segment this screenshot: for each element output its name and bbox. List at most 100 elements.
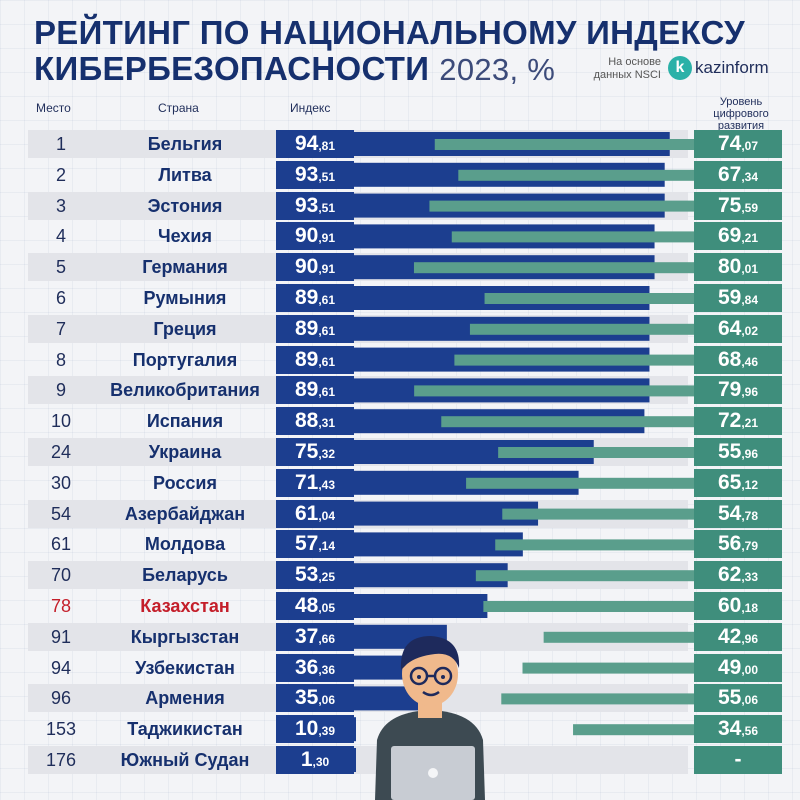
- table-row: 78 Казахстан 48,05 60,18: [28, 592, 800, 620]
- index-dec: ,61: [318, 385, 336, 400]
- digital-dec: ,56: [741, 724, 759, 739]
- index-value-label: 90,91: [276, 222, 354, 251]
- header-digital: Уровень цифрового развития: [713, 96, 769, 132]
- index-dec: ,31: [318, 416, 336, 431]
- index-int: 61: [294, 501, 319, 525]
- digital-bar: [466, 477, 694, 489]
- digital-dec: ,33: [741, 570, 759, 585]
- index-value-label: 89,61: [276, 314, 354, 343]
- digital-int: 55: [717, 440, 742, 463]
- digital-dec: ,96: [741, 447, 759, 461]
- country-label: Армения: [145, 688, 225, 709]
- digital-int: 65: [717, 470, 742, 494]
- index-int: 93: [294, 162, 319, 186]
- index-dec: ,25: [318, 570, 336, 585]
- country-label: Чехия: [158, 226, 212, 247]
- digital-value-label: 69,21: [694, 222, 782, 251]
- index-bar: [354, 594, 488, 618]
- index-dec: ,39: [318, 724, 336, 739]
- country-label: Великобритания: [110, 380, 260, 401]
- digital-value-label: 79,96: [694, 376, 782, 405]
- index-int: 35: [294, 686, 319, 710]
- country-label: Бельгия: [147, 134, 223, 154]
- index-value-label: 57,14: [276, 530, 354, 559]
- index-value-label: 90,91: [276, 253, 354, 282]
- digital-int: 67: [717, 162, 742, 186]
- digital-value-label: 65,12: [694, 468, 782, 497]
- index-dec: ,51: [318, 200, 336, 215]
- index-int: 48: [294, 594, 319, 617]
- rank-label: 4: [55, 226, 66, 247]
- digital-value-label: 55,96: [694, 438, 782, 466]
- country-label: Португалия: [132, 349, 238, 370]
- digital-bar: [484, 293, 694, 304]
- digital-int: 72: [717, 409, 742, 433]
- digital-int: 64: [717, 316, 742, 340]
- rank-label: 10: [50, 411, 72, 432]
- index-value-label: 48,05: [276, 592, 354, 620]
- digital-value-label: 64,02: [694, 314, 782, 343]
- index-value-label: 1,30: [276, 746, 354, 774]
- index-int: 10: [294, 717, 319, 741]
- index-dec: ,51: [318, 169, 336, 184]
- index-dec: ,06: [318, 693, 336, 708]
- digital-bar: [483, 601, 694, 612]
- header-index: Индекс: [290, 101, 331, 115]
- digital-bar: [475, 570, 694, 582]
- index-dec: ,81: [318, 139, 336, 153]
- country-label: Молдова: [144, 534, 226, 555]
- index-dec: ,61: [318, 293, 336, 307]
- digital-value-label: 72,21: [694, 407, 782, 436]
- digital-dec: ,78: [741, 508, 759, 523]
- country-label: Россия: [153, 472, 217, 493]
- digital-bar: [522, 662, 694, 674]
- rank-label: 2: [55, 164, 66, 185]
- table-row: 8 Португалия 89,61 68,46: [28, 345, 800, 374]
- digital-value-label: 55,06: [694, 684, 782, 713]
- digital-dec: ,46: [741, 354, 759, 369]
- index-value-label: 75,32: [276, 438, 354, 466]
- digital-value-label: 74,07: [694, 130, 782, 158]
- digital-int: 74: [717, 132, 742, 155]
- index-int: 1: [300, 748, 313, 771]
- source-note: На основе данных NSCI: [589, 56, 661, 82]
- index-dec: ,32: [318, 447, 336, 461]
- index-int: 93: [294, 193, 319, 217]
- digital-value-label: -: [694, 746, 782, 774]
- country-label: Таджикистан: [127, 719, 243, 740]
- index-int: 36: [294, 655, 319, 679]
- country-label: Южный Судан: [120, 750, 250, 770]
- digital-dec: ,34: [741, 169, 759, 184]
- country-label: Кыргызстан: [130, 626, 240, 647]
- digital-bar: [434, 139, 694, 150]
- digital-int: 55: [717, 686, 742, 710]
- digital-bar: [502, 508, 694, 520]
- digital-int: 75: [717, 193, 742, 217]
- index-int: 90: [294, 224, 319, 248]
- rank-label: 3: [55, 195, 66, 216]
- digital-int: 54: [717, 501, 742, 525]
- index-value-label: 71,43: [276, 468, 354, 497]
- index-int: 89: [294, 378, 319, 402]
- country-label: Испания: [146, 411, 224, 432]
- index-dec: ,43: [318, 477, 336, 492]
- kazinform-logo: k kazinform: [668, 56, 769, 80]
- index-dec: ,14: [318, 539, 336, 554]
- digital-bar: [429, 200, 694, 212]
- digital-value-label: 68,46: [694, 345, 782, 374]
- digital-int: 60: [717, 594, 742, 617]
- index-int: 88: [294, 409, 319, 433]
- index-value-label: 89,61: [276, 376, 354, 405]
- table-row: 94 Узбекистан 36,36 49,00: [28, 653, 800, 682]
- index-value-label: 89,61: [276, 345, 354, 374]
- table-row: 4 Чехия 90,91 69,21: [28, 222, 800, 251]
- country-label: Литва: [158, 164, 212, 185]
- index-bar: [354, 532, 523, 557]
- country-label: Беларусь: [142, 565, 228, 586]
- index-dec: ,91: [318, 262, 336, 277]
- digital-value-label: 54,78: [694, 499, 782, 528]
- rank-label: 1: [55, 134, 66, 154]
- index-dec: ,36: [318, 662, 336, 677]
- index-int: 53: [294, 563, 319, 587]
